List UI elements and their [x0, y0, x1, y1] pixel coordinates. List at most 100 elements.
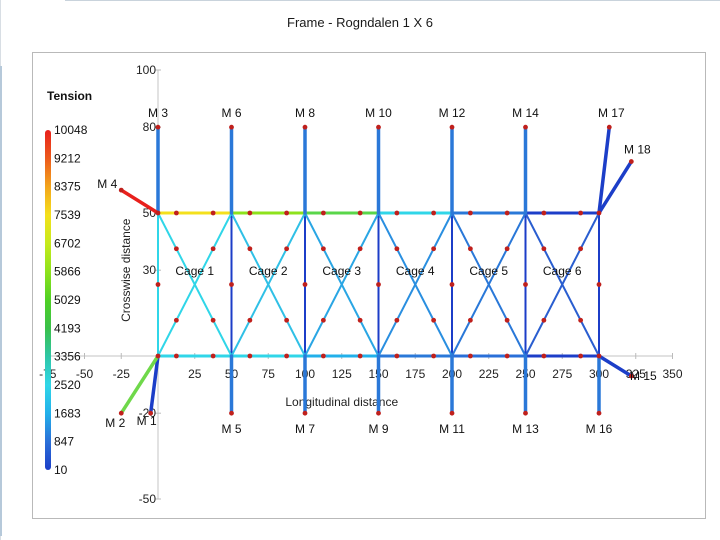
node-point — [596, 282, 602, 287]
x-tick-label: 350 — [662, 367, 682, 381]
node-point — [320, 246, 326, 252]
cage-label: Cage 3 — [322, 264, 361, 278]
y-tick-label: 30 — [143, 263, 157, 277]
node-point — [210, 317, 216, 323]
cage-bridle-line — [377, 212, 453, 357]
node-point — [284, 210, 290, 216]
legend-value: 847 — [54, 435, 74, 449]
legend-value: 8375 — [54, 180, 81, 194]
mooring-label: M 12 — [439, 106, 466, 120]
node-point — [504, 246, 510, 252]
node-point — [320, 317, 326, 323]
node-point — [173, 317, 179, 323]
mooring-label: M 16 — [586, 422, 613, 436]
mooring-label: M 3 — [148, 106, 168, 120]
node-point — [376, 410, 381, 416]
cage-label: Cage 2 — [249, 264, 288, 278]
legend-color-bar — [45, 130, 51, 470]
node-point — [394, 210, 400, 216]
x-tick-label: -25 — [113, 367, 131, 381]
node-point — [118, 187, 124, 193]
y-axis-title: Crosswise distance — [119, 218, 133, 322]
node-point — [247, 317, 253, 323]
node-point — [467, 210, 473, 216]
mooring-label: M 7 — [295, 422, 315, 436]
node-point — [302, 124, 308, 130]
node-point — [467, 353, 473, 359]
node-point — [628, 159, 634, 164]
node-point — [596, 210, 602, 216]
node-point — [155, 353, 161, 359]
x-tick-label: 25 — [188, 367, 202, 381]
cage-label: Cage 4 — [396, 264, 435, 278]
legend-value: 2520 — [54, 378, 81, 392]
node-point — [504, 353, 510, 359]
node-point — [229, 124, 234, 130]
y-tick-label: 80 — [143, 120, 157, 134]
node-point — [247, 246, 253, 252]
mooring-line — [597, 125, 612, 215]
node-point — [504, 210, 510, 216]
node-point — [302, 410, 308, 416]
node-point — [118, 410, 124, 416]
node-point — [431, 317, 437, 323]
node-point — [284, 246, 290, 252]
mooring-label: M 6 — [221, 106, 241, 120]
legend-layer: Tension 10048 9212 8375 7539 6702 5866 5029 4193… — [45, 89, 92, 477]
node-point — [173, 353, 179, 359]
frame-lines-layer — [156, 211, 601, 358]
node-point — [431, 353, 437, 359]
node-point — [320, 210, 326, 216]
x-tick-label: 75 — [262, 367, 276, 381]
x-tick-label: 225 — [479, 367, 499, 381]
node-point — [596, 410, 602, 416]
node-point — [302, 282, 308, 287]
x-tick-label: 275 — [552, 367, 572, 381]
x-tick-label: 175 — [405, 367, 425, 381]
legend-value: 7539 — [54, 208, 81, 222]
node-point — [504, 317, 510, 323]
node-point — [320, 353, 326, 359]
node-point — [284, 317, 290, 323]
node-point — [541, 317, 547, 323]
mooring-label: M 8 — [295, 106, 315, 120]
node-point — [155, 282, 161, 287]
axes-layer: -75-50-252550751001251501752002252502753… — [39, 63, 683, 506]
mooring-label: M 17 — [598, 106, 625, 120]
node-point — [394, 317, 400, 323]
cage-label: Cage 5 — [469, 264, 508, 278]
page-top-border — [65, 0, 720, 1]
mooring-line — [119, 354, 160, 415]
legend-value: 4193 — [54, 321, 81, 335]
node-point — [449, 410, 455, 416]
node-point — [467, 317, 473, 323]
cage-bridle-line — [157, 212, 233, 357]
node-point — [376, 124, 381, 130]
y-tick-label: -50 — [139, 492, 157, 506]
node-point — [449, 282, 455, 287]
cage-bridle-line — [304, 212, 380, 357]
legend-value: 10048 — [54, 123, 88, 137]
chart-title: Frame - Rogndalen 1 X 6 — [287, 15, 433, 30]
node-point — [541, 246, 547, 252]
legend-value: 10 — [54, 463, 68, 477]
node-point — [155, 124, 161, 130]
legend-value: 1683 — [54, 406, 81, 420]
slide-accent-bar — [0, 66, 2, 536]
node-points-layer — [118, 124, 634, 416]
node-point — [449, 124, 455, 130]
mooring-line — [597, 354, 634, 378]
node-point — [155, 210, 161, 216]
node-point — [357, 353, 363, 359]
mooring-label: M 14 — [512, 106, 539, 120]
node-point — [229, 410, 234, 416]
legend-value: 6702 — [54, 236, 81, 250]
node-point — [284, 353, 290, 359]
node-point — [606, 124, 612, 130]
node-point — [431, 210, 437, 216]
mooring-label: M 18 — [624, 143, 651, 157]
node-point — [578, 353, 584, 359]
mooring-line — [148, 354, 160, 415]
mooring-label: M 11 — [439, 422, 465, 436]
